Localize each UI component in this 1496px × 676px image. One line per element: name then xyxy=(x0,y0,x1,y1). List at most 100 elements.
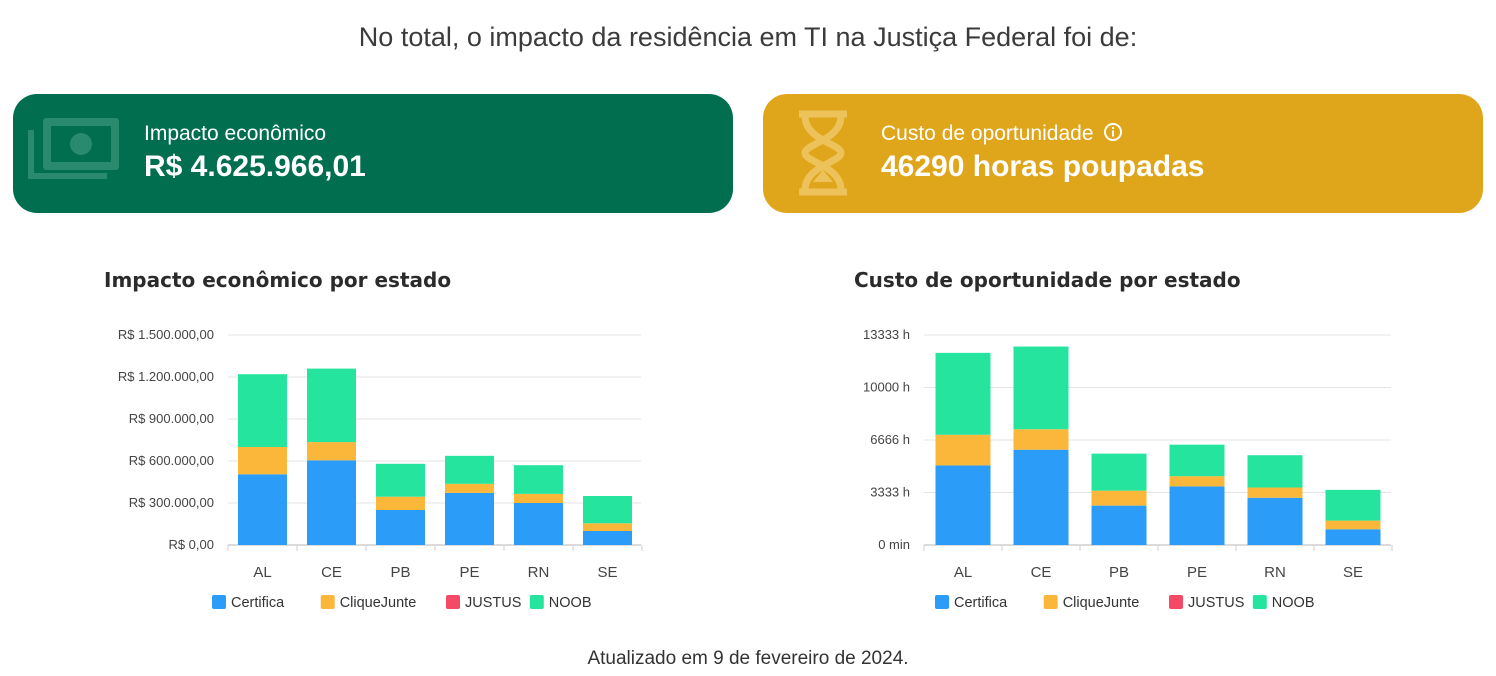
opportunity-cost-card: Custo de oportunidade 46290 horas poupad… xyxy=(763,94,1483,213)
x-tick-label: SE xyxy=(1343,564,1363,581)
bar-certifica-rn[interactable] xyxy=(1247,497,1303,545)
x-tick-label: CE xyxy=(1031,564,1052,581)
bar-noob-pe[interactable] xyxy=(1169,444,1225,477)
bar-cliquejunte-al[interactable] xyxy=(935,434,991,466)
legend-label: NOOB xyxy=(1272,595,1315,611)
x-tick-label: RN xyxy=(528,564,550,581)
bar-cliquejunte-pb[interactable] xyxy=(376,496,425,510)
bar-cliquejunte-pe[interactable] xyxy=(445,483,494,493)
y-tick-label: 0 min xyxy=(878,537,910,552)
legend-label: CliqueJunte xyxy=(1063,595,1140,611)
y-tick-label: 3333 h xyxy=(870,485,910,500)
y-tick-label: 6666 h xyxy=(870,432,910,447)
bar-cliquejunte-pe[interactable] xyxy=(1169,476,1225,487)
x-tick-label: AL xyxy=(954,564,972,581)
y-tick-label: R$ 300.000,00 xyxy=(129,495,214,510)
chart-legend: Certifica CliqueJunte JUSTUS NOOB xyxy=(935,595,1315,611)
bar-certifica-al[interactable] xyxy=(935,465,991,545)
economic-impact-value: R$ 4.625.966,01 xyxy=(144,150,366,183)
bar-cliquejunte-ce[interactable] xyxy=(1013,429,1069,450)
opportunity-cost-chart: 0 min 3333 h 6666 h 10000 h 13333 h AL CE PB PE R… xyxy=(863,327,1393,611)
opportunity-cost-label: Custo de oportunidade xyxy=(881,122,1123,148)
bar-noob-al[interactable] xyxy=(935,352,991,435)
legend-swatch xyxy=(1252,595,1267,609)
legend-label: Certifica xyxy=(231,595,285,611)
bar-certifica-pb[interactable] xyxy=(376,510,425,545)
bar-cliquejunte-al[interactable] xyxy=(238,447,287,475)
bar-noob-rn[interactable] xyxy=(514,465,563,494)
legend-swatch xyxy=(529,595,544,609)
bar-noob-se[interactable] xyxy=(583,496,632,524)
y-tick-label: R$ 1.200.000,00 xyxy=(118,369,214,384)
bar-noob-se[interactable] xyxy=(1325,489,1381,521)
bar-noob-pe[interactable] xyxy=(445,455,494,484)
economic-impact-card: Impacto econômico R$ 4.625.966,01 xyxy=(13,94,733,213)
legend-swatch xyxy=(446,595,460,609)
legend-item-certifica[interactable]: Certifica xyxy=(212,595,285,611)
bar-certifica-pe[interactable] xyxy=(1169,486,1225,545)
legend-swatch xyxy=(212,595,226,609)
chart-legend: Certifica CliqueJunte JUSTUS NOOB xyxy=(212,595,592,611)
legend-item-noob[interactable]: NOOB xyxy=(529,595,592,611)
legend-label: JUSTUS xyxy=(1188,595,1244,611)
x-tick-label: RN xyxy=(1264,564,1286,581)
y-tick-label: R$ 600.000,00 xyxy=(129,453,214,468)
y-tick-label: 13333 h xyxy=(863,327,910,342)
bar-noob-ce[interactable] xyxy=(1013,346,1069,430)
y-tick-label: 10000 h xyxy=(863,379,910,394)
money-icon xyxy=(27,112,123,189)
x-tick-label: PE xyxy=(459,564,479,581)
legend-label: JUSTUS xyxy=(465,595,521,611)
bar-cliquejunte-rn[interactable] xyxy=(514,493,563,503)
economic-chart-title: Impacto econômico por estado xyxy=(104,268,452,292)
bar-certifica-pb[interactable] xyxy=(1091,505,1147,545)
bar-certifica-se[interactable] xyxy=(583,531,632,545)
x-tick-label: PB xyxy=(390,564,410,581)
economic-impact-chart: R$ 0,00 R$ 300.000,00 R$ 600.000,00 R$ 900.… xyxy=(118,327,643,611)
bar-noob-rn[interactable] xyxy=(1247,455,1303,488)
bar-cliquejunte-se[interactable] xyxy=(1325,520,1381,530)
x-tick-label: AL xyxy=(253,564,271,581)
bar-certifica-ce[interactable] xyxy=(1013,449,1069,545)
bar-certifica-rn[interactable] xyxy=(514,503,563,545)
legend-swatch xyxy=(1169,595,1183,609)
bar-certifica-pe[interactable] xyxy=(445,492,494,545)
opportunity-cost-label-text: Custo de oportunidade xyxy=(881,122,1094,145)
legend-swatch xyxy=(1043,595,1058,609)
legend-item-justus[interactable]: JUSTUS xyxy=(446,595,521,611)
x-tick-label: CE xyxy=(321,564,342,581)
info-icon[interactable] xyxy=(1103,122,1123,148)
bar-noob-pb[interactable] xyxy=(376,463,425,497)
x-tick-label: SE xyxy=(597,564,617,581)
y-tick-label: R$ 1.500.000,00 xyxy=(118,327,214,342)
legend-item-noob[interactable]: NOOB xyxy=(1252,595,1315,611)
bar-certifica-al[interactable] xyxy=(238,474,287,545)
bar-cliquejunte-se[interactable] xyxy=(583,523,632,531)
bar-cliquejunte-pb[interactable] xyxy=(1091,490,1147,506)
x-tick-label: PE xyxy=(1187,564,1207,581)
bar-noob-al[interactable] xyxy=(238,374,287,447)
legend-item-cliquejunte[interactable]: CliqueJunte xyxy=(1043,595,1140,611)
bar-cliquejunte-rn[interactable] xyxy=(1247,487,1303,498)
legend-item-certifica[interactable]: Certifica xyxy=(935,595,1008,611)
economic-impact-label: Impacto econômico xyxy=(144,122,327,145)
page-headline: No total, o impacto da residência em TI … xyxy=(358,22,1138,52)
bar-noob-ce[interactable] xyxy=(307,368,356,443)
legend-item-justus[interactable]: JUSTUS xyxy=(1169,595,1244,611)
bar-certifica-ce[interactable] xyxy=(307,460,356,545)
y-tick-label: R$ 0,00 xyxy=(168,537,214,552)
bar-cliquejunte-ce[interactable] xyxy=(307,442,356,461)
opportunity-chart-title: Custo de oportunidade por estado xyxy=(854,268,1241,292)
opportunity-cost-value: 46290 horas poupadas xyxy=(881,150,1205,183)
legend-label: Certifica xyxy=(954,595,1008,611)
legend-swatch xyxy=(320,595,335,609)
legend-label: NOOB xyxy=(549,595,592,611)
x-tick-label: PB xyxy=(1109,564,1129,581)
updated-date: Atualizado em 9 de fevereiro de 2024. xyxy=(587,648,909,669)
legend-label: CliqueJunte xyxy=(340,595,417,611)
hourglass-icon xyxy=(795,110,851,201)
legend-item-cliquejunte[interactable]: CliqueJunte xyxy=(320,595,417,611)
bar-noob-pb[interactable] xyxy=(1091,453,1147,491)
legend-swatch xyxy=(935,595,949,609)
bar-certifica-se[interactable] xyxy=(1325,529,1381,545)
